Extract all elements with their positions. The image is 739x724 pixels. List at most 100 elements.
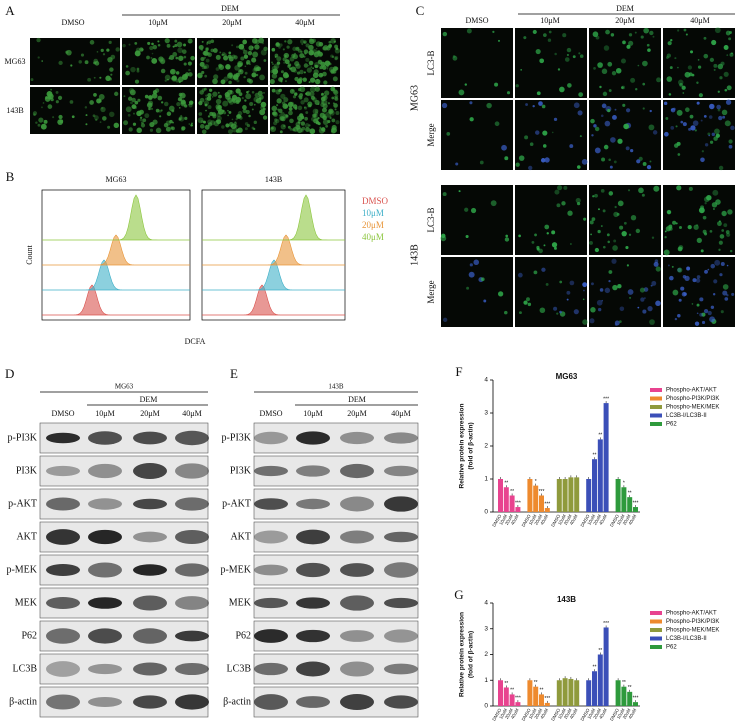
- cell: [720, 61, 725, 66]
- cell: [703, 53, 709, 59]
- cell: [167, 78, 169, 81]
- blot-band: [384, 496, 418, 512]
- cell: [155, 127, 162, 134]
- cell: [691, 73, 695, 77]
- cell: [614, 320, 620, 326]
- cell: [205, 94, 208, 97]
- cell: [259, 97, 262, 100]
- cell: [32, 111, 38, 116]
- cell: [677, 267, 683, 273]
- cell: [528, 165, 533, 171]
- cell: [554, 246, 557, 250]
- blot-band: [254, 465, 288, 477]
- cell: [700, 249, 704, 253]
- cell: [634, 31, 637, 34]
- cell: [283, 97, 289, 103]
- legend-entry: P62: [666, 645, 677, 651]
- label: PI3K: [230, 465, 252, 476]
- cell: [310, 116, 316, 122]
- cell: [494, 121, 500, 127]
- cell: [687, 65, 693, 70]
- bar: [615, 479, 621, 512]
- histogram: [42, 234, 190, 266]
- cell: [554, 52, 557, 56]
- bar: [597, 654, 603, 706]
- blot-band: [88, 597, 122, 609]
- cell: [318, 127, 325, 134]
- cell: [300, 121, 306, 126]
- cell: [277, 108, 280, 111]
- cell: [675, 125, 678, 128]
- cell: [308, 124, 311, 127]
- cell: [626, 44, 631, 49]
- label: 143B: [6, 106, 23, 115]
- cell: [642, 162, 647, 166]
- cell: [317, 116, 320, 120]
- cell: [234, 65, 240, 71]
- cell: [278, 114, 281, 117]
- blot-band: [46, 628, 80, 644]
- cell: [589, 318, 595, 324]
- significance: ***: [603, 396, 609, 402]
- micro-image: [589, 185, 661, 255]
- cell: [296, 125, 301, 130]
- cell: [184, 104, 188, 108]
- cell: [649, 109, 652, 113]
- cell: [55, 100, 59, 104]
- cell: [712, 189, 719, 196]
- cell: [566, 53, 570, 57]
- cell: [535, 130, 540, 135]
- cell: [708, 115, 713, 119]
- cell: [722, 290, 728, 296]
- blot-band: [46, 694, 80, 710]
- label: MG63: [5, 57, 26, 66]
- cell: [205, 97, 209, 101]
- cell: [703, 115, 707, 118]
- bar: [533, 485, 539, 512]
- cell: [253, 96, 259, 103]
- cell: [169, 119, 173, 124]
- cell: [719, 76, 723, 80]
- blot-band: [296, 661, 330, 677]
- cell: [582, 298, 585, 301]
- cell: [579, 54, 584, 58]
- micro-image: [589, 257, 661, 327]
- cell: [702, 229, 707, 234]
- cell: [216, 105, 222, 112]
- cell: [709, 316, 716, 323]
- cell: [665, 117, 669, 120]
- cell: [271, 61, 273, 64]
- cell: [607, 108, 611, 113]
- cell: [166, 43, 171, 48]
- cell: [284, 114, 289, 119]
- blot-band: [340, 463, 374, 479]
- cell: [251, 126, 255, 130]
- cell: [57, 119, 64, 126]
- blot-band: [254, 498, 288, 510]
- blot-band: [296, 465, 330, 477]
- cell: [100, 48, 104, 53]
- cell: [469, 101, 473, 105]
- cell: [280, 111, 285, 117]
- cell: [517, 272, 523, 278]
- cell: [652, 130, 658, 135]
- cell: [50, 88, 53, 91]
- cell: [611, 258, 617, 264]
- cell: [725, 99, 732, 105]
- y-tick-label: 0: [484, 509, 488, 516]
- cell: [486, 102, 492, 109]
- cell: [678, 245, 684, 250]
- y-tick-label: 1: [484, 476, 488, 483]
- cell: [108, 40, 112, 44]
- cell: [175, 71, 180, 75]
- cell: [207, 92, 212, 98]
- cell: [169, 68, 176, 75]
- cell: [523, 36, 527, 40]
- cell: [316, 78, 319, 81]
- label: C: [416, 3, 425, 18]
- x-tick-label: 40uM: [569, 513, 579, 525]
- cell: [300, 50, 303, 53]
- cell: [317, 103, 320, 106]
- cell: [141, 121, 144, 125]
- cell: [220, 79, 226, 85]
